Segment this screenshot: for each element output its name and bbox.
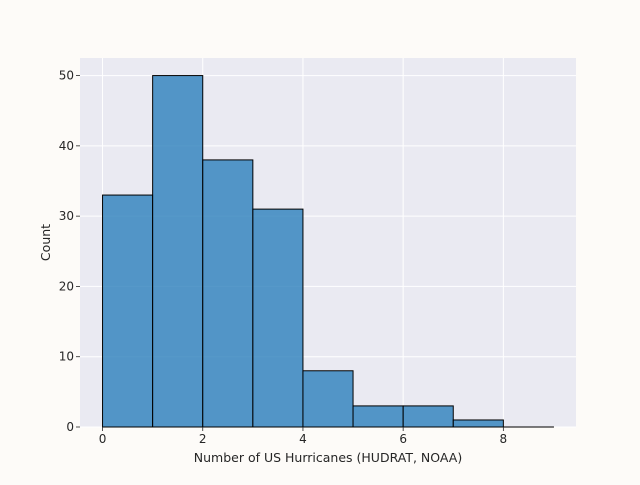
y-axis-ticks: 0 10 20 30 40 50: [59, 69, 80, 434]
x-tick-label: 8: [500, 432, 508, 446]
x-tick-label: 4: [299, 432, 307, 446]
histogram-bar: [153, 76, 203, 427]
y-tick-label: 20: [59, 279, 74, 293]
histogram-bar: [203, 160, 253, 427]
histogram-bar: [353, 406, 403, 427]
y-axis-label: Count: [38, 224, 53, 261]
y-tick-label: 50: [59, 69, 74, 83]
histogram-bar: [453, 420, 503, 427]
y-tick-label: 10: [59, 350, 74, 364]
histogram-bar: [103, 195, 153, 427]
x-tick-label: 0: [99, 432, 107, 446]
histogram-bar: [253, 209, 303, 427]
y-tick-label: 0: [66, 420, 74, 434]
y-tick-label: 40: [59, 139, 74, 153]
histogram-bar: [403, 406, 453, 427]
y-tick-label: 30: [59, 209, 74, 223]
x-axis-label: Number of US Hurricanes (HUDRAT, NOAA): [194, 450, 462, 465]
x-axis-ticks: 0 2 4 6 8: [99, 427, 507, 446]
histogram-bar: [303, 371, 353, 427]
x-tick-label: 6: [399, 432, 407, 446]
x-tick-label: 2: [199, 432, 207, 446]
